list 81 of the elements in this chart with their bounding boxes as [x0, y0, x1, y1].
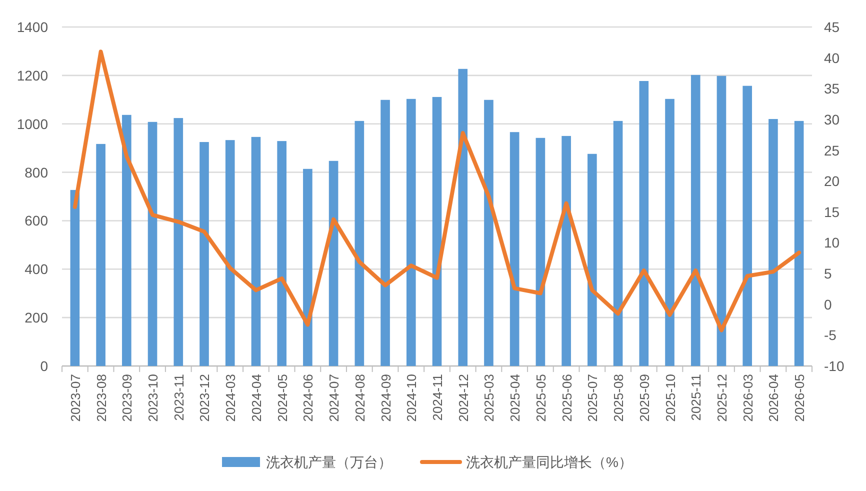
bar [562, 136, 571, 366]
line-series [72, 50, 802, 332]
y2-tick-label: -10 [824, 358, 844, 374]
y-tick-label: 200 [24, 310, 48, 326]
y-tick-label: 800 [24, 164, 48, 180]
x-tick-label: 2026-05 [792, 374, 808, 422]
bar [639, 81, 649, 366]
bar [251, 136, 261, 366]
bar [70, 190, 80, 366]
y2-tick-label: 30 [824, 111, 840, 128]
x-tick-label: 2023-08 [94, 374, 109, 422]
x-tick-label: 2024-11 [430, 374, 445, 421]
x-tick-label: 2024-04 [248, 374, 264, 422]
bar [458, 68, 468, 366]
y2-tick-label: 15 [824, 204, 840, 220]
bar [148, 122, 158, 366]
y2-tick-label: 45 [824, 19, 840, 35]
bar [665, 98, 674, 366]
x-tick-label: 2025-09 [636, 374, 652, 422]
x-tick-label: 2025-04 [508, 374, 523, 422]
bar [122, 114, 132, 366]
y2-tick-label: 0 [824, 296, 832, 312]
x-tick-label: 2024-10 [404, 374, 420, 422]
x-tick-label: 2025-10 [662, 374, 678, 422]
bar [277, 141, 286, 366]
x-tick-label: 2023-10 [146, 374, 161, 422]
x-tick-label: 2025-08 [611, 374, 626, 422]
y2-tick-label: 35 [824, 80, 840, 97]
legend-label: 洗衣机产量同比增长（%） [466, 454, 632, 470]
x-tick-label: 2025-05 [533, 374, 548, 422]
y2-tick-label: 40 [824, 50, 840, 66]
y2-tick-label: 25 [824, 142, 840, 158]
bar [742, 86, 752, 366]
y2-tick-label: 20 [824, 173, 840, 190]
x-tick-label: 2024-05 [274, 374, 290, 422]
bar [588, 154, 597, 366]
x-tick-label: 2025-07 [585, 374, 600, 422]
x-tick-label: 2023-11 [171, 374, 186, 421]
x-tick-label: 2024-07 [326, 374, 342, 422]
legend-label: 洗衣机产量（万台） [266, 454, 392, 470]
y-tick-label: 1000 [16, 116, 48, 132]
y2-tick-label: -5 [824, 327, 837, 344]
bar [613, 120, 623, 366]
y-tick-label: 1400 [16, 19, 48, 35]
x-tick-label: 2023-12 [197, 374, 212, 422]
bar [768, 119, 778, 366]
x-tick-label: 2025-12 [714, 374, 730, 422]
bar [328, 160, 338, 366]
x-tick-label: 2023-09 [120, 374, 135, 422]
bar [200, 142, 209, 366]
y2-tick-label: 5 [824, 266, 832, 282]
bar [716, 76, 726, 366]
x-tick-label: 2025-03 [482, 374, 497, 422]
bar [484, 100, 494, 366]
x-tick-label: 2024-12 [456, 374, 471, 422]
bar [354, 120, 364, 366]
y2-tick-label: 10 [824, 234, 840, 251]
bar [406, 98, 416, 366]
bar [174, 118, 184, 366]
bar [96, 144, 106, 366]
x-tick-label: 2025-06 [559, 374, 574, 422]
bar [432, 96, 442, 366]
bar [380, 100, 390, 366]
bar [510, 132, 520, 366]
y-tick-label: 600 [24, 212, 48, 229]
bar [536, 138, 546, 366]
x-tick-label: 2026-04 [766, 374, 782, 422]
y-tick-label: 1200 [16, 67, 48, 84]
x-tick-label: 2023-07 [68, 374, 83, 422]
y-tick-label: 0 [40, 358, 48, 374]
x-tick-label: 2024-08 [352, 374, 368, 422]
bar [225, 140, 235, 366]
bar [690, 74, 700, 366]
y-tick-label: 400 [24, 261, 48, 278]
x-tick-label: 2024-03 [223, 374, 238, 422]
x-tick-label: 2025-11 [688, 374, 704, 421]
bar [794, 120, 804, 366]
x-tick-label: 2024-06 [300, 374, 316, 422]
x-tick-label: 2026-03 [740, 374, 756, 422]
bar [303, 168, 312, 366]
x-tick-label: 2024-09 [378, 374, 394, 422]
